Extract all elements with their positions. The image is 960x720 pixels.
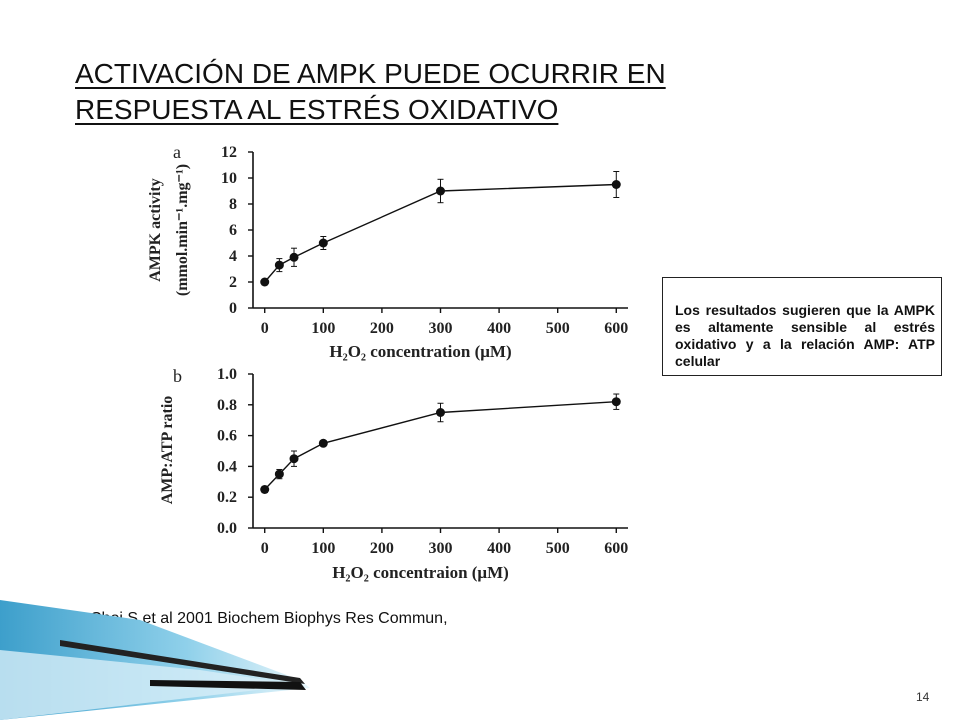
panel-b-x-tick-label: 100	[311, 540, 335, 557]
panel-a-x-tick-label: 500	[546, 320, 570, 337]
panel-a-x-tick-label: 200	[370, 320, 394, 337]
panel-b-y-tick-label: 1.0	[217, 366, 237, 383]
panel-a-data-point	[611, 180, 621, 189]
panel-b-data-point	[260, 485, 270, 494]
conclusion-note-text: Los resultados sugieren que la AMPK es a…	[675, 302, 935, 369]
panel-a-data-point	[274, 260, 284, 270]
page-number: 14	[916, 690, 930, 704]
panel-b-data-point	[611, 397, 621, 407]
panel-b-y-tick-label: 0.2	[217, 489, 237, 506]
swoosh-band-black	[150, 680, 306, 690]
panel-b-y-tick-label: 0.0	[217, 520, 237, 537]
panel-b-y-tick-label: 0.8	[217, 397, 237, 414]
panel-b-y-tick-label: 0.6	[217, 428, 237, 445]
panel-a-data-point	[260, 277, 270, 287]
panel-a-y-tick-label: 0	[229, 300, 237, 317]
panel-a-x-tick-label: 100	[311, 320, 335, 337]
panel-a-y-tick-label: 6	[229, 222, 237, 239]
panel-a-x-tick-label: 600	[604, 320, 628, 337]
panel-b-x-tick-label: 500	[546, 540, 570, 557]
panel-b-y-tick-label: 0.4	[217, 458, 237, 475]
panel-a-x-title: H₂O₂ concentration (μM)	[329, 342, 511, 361]
panel-a-data-point	[289, 252, 299, 262]
panel-b-data-point	[436, 408, 445, 417]
swoosh-band-dark	[60, 640, 305, 684]
panel-b-data-point	[274, 469, 284, 479]
panel-a-y-title-line: (mmol.min⁻¹.mg⁻¹)	[174, 164, 191, 296]
panel-a-data-point	[436, 186, 445, 196]
slide-title: ACTIVACIÓN DE AMPK PUEDE OCURRIR EN RESP…	[75, 58, 666, 125]
panel-a-y-title-line: AMPK activity	[147, 178, 164, 282]
conclusion-note: Los resultados sugieren que la AMPK es a…	[662, 277, 942, 376]
panel-a-y-tick-label: 8	[229, 196, 237, 213]
panel-b-data-point	[289, 454, 299, 464]
panel-b-x-tick-label: 0	[261, 540, 269, 557]
panel-b-x-tick-label: 400	[487, 540, 511, 557]
panel-b-x-tick-label: 600	[604, 540, 628, 557]
panel-a-x-tick-label: 300	[429, 320, 453, 337]
panel-a-data-point	[318, 238, 328, 248]
panel-b-x-tick-label: 200	[370, 540, 394, 557]
panel-a-x-tick-label: 400	[487, 320, 511, 337]
panel-a-y-tick-label: 12	[221, 144, 237, 161]
panel-a-label: a	[173, 142, 181, 162]
panel-a-y-tick-label: 4	[229, 248, 237, 265]
panel-b-x-title: H₂O₂ concentraion (μM)	[332, 563, 509, 582]
panel-b-y-title-line: AMP:ATP ratio	[159, 396, 176, 505]
decorative-swoosh	[0, 600, 310, 720]
panel-a-y-tick-label: 10	[221, 170, 237, 187]
panel-b-data-point	[318, 438, 328, 448]
panel-a-y-tick-label: 2	[229, 274, 237, 291]
panel-b-label: b	[173, 366, 182, 386]
panel-a-x-tick-label: 0	[261, 320, 269, 337]
panel-b-x-tick-label: 300	[429, 540, 453, 557]
